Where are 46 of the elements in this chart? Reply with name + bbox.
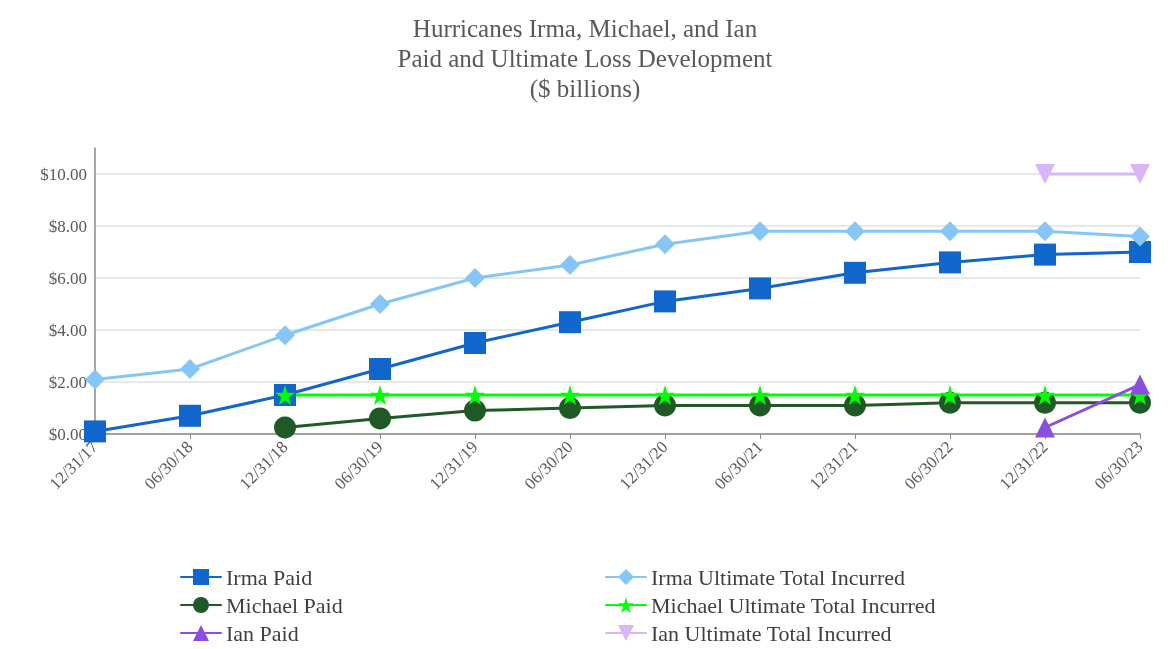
point xyxy=(844,261,866,284)
point xyxy=(750,385,770,405)
point xyxy=(179,404,201,427)
point xyxy=(940,385,960,405)
point xyxy=(1035,385,1055,405)
legend-label: Irma Paid xyxy=(226,564,313,590)
y-tick-label: $2.00 xyxy=(48,372,87,392)
point xyxy=(370,385,390,405)
point xyxy=(655,385,675,405)
point xyxy=(845,221,865,242)
point xyxy=(180,359,200,379)
point xyxy=(845,385,865,405)
point xyxy=(274,416,296,439)
legend-label: Michael Ultimate Total Incurred xyxy=(651,592,936,618)
legend-label: Irma Ultimate Total Incurred xyxy=(651,564,906,590)
point xyxy=(560,385,580,405)
point xyxy=(1129,241,1151,263)
point xyxy=(84,420,106,443)
y-tick-label: $4.00 xyxy=(48,320,87,340)
point xyxy=(939,251,961,274)
point xyxy=(560,255,580,275)
point xyxy=(559,311,581,334)
y-tick-label: $10.00 xyxy=(40,164,87,184)
point xyxy=(1035,221,1055,242)
point xyxy=(654,290,676,313)
point xyxy=(464,399,486,422)
point xyxy=(1034,243,1056,266)
point xyxy=(750,221,770,242)
point xyxy=(369,358,391,380)
point xyxy=(465,268,485,288)
point xyxy=(85,369,105,390)
point xyxy=(464,332,486,354)
legend-label: Ian Paid xyxy=(226,620,299,646)
point xyxy=(465,385,485,405)
y-tick-label: $6.00 xyxy=(48,268,87,288)
point xyxy=(370,294,390,314)
point xyxy=(749,277,771,300)
point xyxy=(369,407,391,430)
chart-title: Hurricanes Irma, Michael, and Ian Paid and Ultimate Loss Development ($ billions) xyxy=(397,14,773,103)
legend-label: Ian Ultimate Total Incurred xyxy=(651,620,892,646)
legend-label: Michael Paid xyxy=(226,592,343,618)
point xyxy=(940,221,960,242)
point xyxy=(1130,226,1150,247)
point xyxy=(655,234,675,255)
point xyxy=(275,325,295,346)
y-tick-label: $8.00 xyxy=(48,216,87,236)
